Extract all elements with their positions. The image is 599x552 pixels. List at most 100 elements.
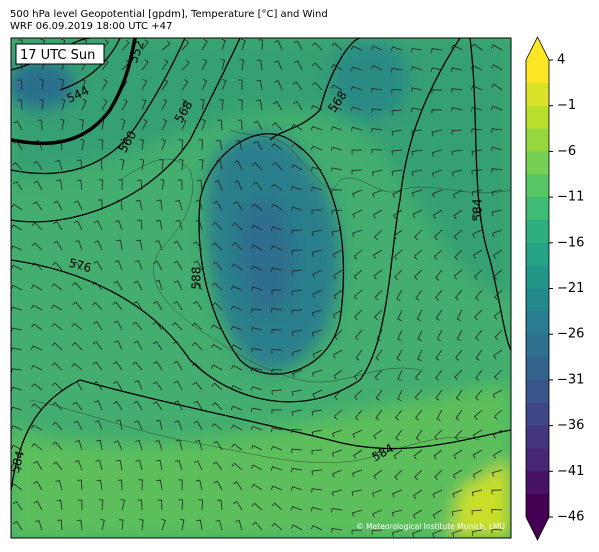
wind-barb <box>455 389 463 401</box>
wind-barb <box>470 106 483 112</box>
wind-barb <box>117 199 123 211</box>
wind-barb <box>114 260 123 271</box>
wind-barb <box>231 263 243 271</box>
wind-barb <box>132 361 143 371</box>
wind-barb <box>410 66 423 71</box>
wind-barb <box>181 59 190 71</box>
wind-barb <box>291 142 303 151</box>
wind-barb <box>113 320 123 331</box>
wind-barb <box>397 369 403 382</box>
wind-barb <box>396 349 403 361</box>
wind-barb <box>251 407 263 413</box>
wind-barb <box>31 323 43 331</box>
wind-barb <box>250 327 263 332</box>
wind-barb <box>350 126 363 132</box>
colorbar-band <box>526 151 549 175</box>
wind-barb <box>470 85 483 91</box>
wind-barb <box>390 46 403 51</box>
wind-barb <box>177 179 183 191</box>
wind-barb <box>491 209 503 217</box>
wind-barbs <box>11 38 503 538</box>
wind-barb <box>71 342 83 351</box>
wind-barb <box>290 524 303 531</box>
wind-barb <box>11 284 23 291</box>
wind-barb <box>394 469 403 481</box>
wind-barb <box>17 99 23 111</box>
wind-barb <box>216 159 223 171</box>
wind-barb <box>71 363 83 371</box>
wind-barb <box>121 39 130 51</box>
colorbar-band <box>526 357 549 381</box>
wind-barb <box>334 329 343 341</box>
wind-barb <box>412 509 423 519</box>
wind-barb <box>271 122 283 131</box>
wind-barb <box>237 119 243 131</box>
colorbar-band <box>526 379 549 404</box>
wind-barb <box>231 344 243 351</box>
colorbar-band <box>526 288 549 312</box>
wind-barb <box>291 389 303 396</box>
wind-barb <box>414 369 423 381</box>
wind-barb <box>250 464 263 471</box>
wind-barb <box>372 449 383 459</box>
wind-barb <box>211 242 223 251</box>
wind-barb <box>31 222 43 231</box>
wind-barb <box>351 489 363 496</box>
wind-barb <box>453 269 463 280</box>
wind-barb <box>413 489 423 500</box>
wind-barb <box>330 126 343 131</box>
wind-barb <box>472 209 483 219</box>
wind-barb <box>252 521 263 531</box>
wind-barb <box>256 59 263 71</box>
wind-barb <box>332 429 343 438</box>
wind-barb <box>256 99 263 111</box>
wind-barb <box>181 79 189 91</box>
wind-barb <box>471 509 483 515</box>
wind-barb <box>270 466 283 471</box>
wind-barb <box>452 189 463 199</box>
wind-barb <box>352 189 363 198</box>
wind-barb <box>350 106 363 112</box>
wind-barb <box>291 289 303 296</box>
wind-barb <box>310 186 323 192</box>
wind-barb <box>121 99 128 111</box>
wind-barb <box>156 479 163 491</box>
wind-barb <box>55 159 63 171</box>
wind-barb <box>233 200 243 211</box>
wind-barb <box>492 449 503 459</box>
wind-barb <box>293 40 303 51</box>
wind-barb <box>435 289 443 301</box>
wind-barb <box>411 129 423 135</box>
colorbar-tick-label: −16 <box>557 235 584 250</box>
wind-barb <box>253 140 263 151</box>
wind-barb <box>332 469 343 478</box>
wind-barb <box>191 342 203 351</box>
wind-barb <box>113 380 123 391</box>
wind-barb <box>152 321 163 331</box>
wind-barb <box>491 508 503 514</box>
subtitle: WRF 06.09.2019 18:00 UTC +47 <box>10 21 172 32</box>
wind-barb <box>31 383 43 391</box>
colorbar-tick-label: −21 <box>557 281 584 296</box>
wind-barb <box>431 129 443 137</box>
wind-barb <box>415 289 423 301</box>
wind-barb <box>181 118 187 131</box>
wind-barb <box>392 489 403 498</box>
wind-barb <box>250 444 263 451</box>
wind-barb <box>454 369 463 381</box>
wind-barb <box>30 284 43 291</box>
wind-barb <box>397 389 403 402</box>
wind-barb <box>112 301 123 311</box>
wind-barb <box>414 469 423 481</box>
wind-barb <box>11 327 23 333</box>
wind-barb <box>391 68 403 73</box>
wind-barb <box>152 381 163 391</box>
wind-barb <box>291 409 303 416</box>
wind-barb <box>373 429 383 440</box>
wind-barb <box>31 403 43 411</box>
contour-label: 576 <box>67 256 93 275</box>
wind-barb <box>31 262 43 271</box>
wind-barb <box>180 519 185 531</box>
wind-barb <box>451 149 463 156</box>
